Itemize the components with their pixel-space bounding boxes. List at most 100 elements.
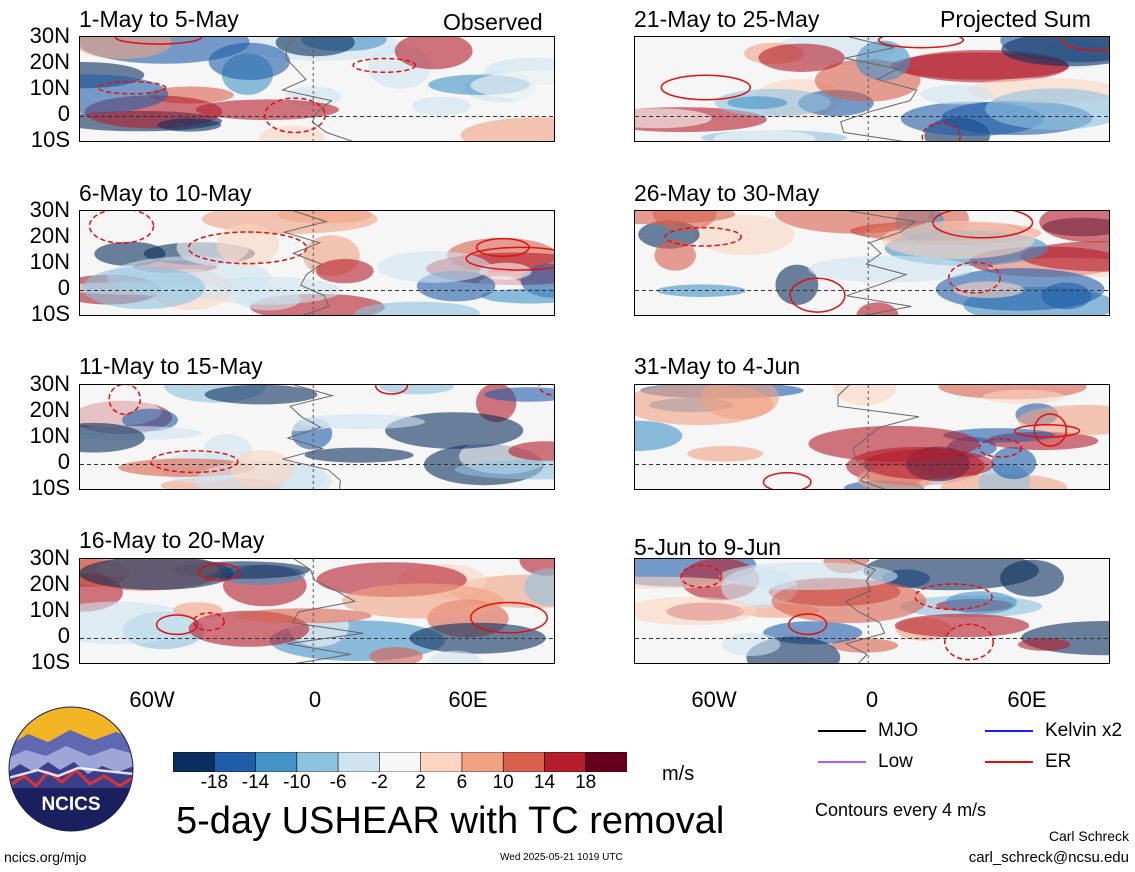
shear-anomaly-blob: [920, 84, 994, 105]
lat-label-row1-0: 30N: [29, 23, 70, 48]
legend-line-er: [985, 761, 1033, 763]
colorbar-swatch: [255, 752, 298, 772]
shear-anomaly-blob: [275, 37, 355, 57]
shear-anomaly-blob: [1041, 282, 1092, 310]
panel-title-projected-2: 26-May to 30-May: [634, 180, 820, 206]
lat-label-row4-3: 0: [57, 623, 70, 648]
map-panel-projected-2: [634, 210, 1110, 316]
colorbar-swatch: [461, 752, 504, 772]
shear-anomaly-blob: [881, 220, 1035, 259]
er-contour: [198, 563, 241, 582]
colorbar-label: 14: [533, 772, 556, 793]
units-label: m/s: [662, 763, 695, 785]
lat-label-row4-1: 20N: [29, 571, 70, 596]
coastline: [837, 385, 920, 489]
shear-anomaly-blob: [775, 211, 935, 234]
er-contour: [921, 122, 962, 141]
colorbar-label: 18: [575, 772, 597, 793]
shear-anomaly-blob: [369, 647, 423, 663]
shear-anomaly-blob: [1017, 638, 1071, 651]
colorbar-swatch: [213, 752, 257, 772]
shear-anomaly-blob: [411, 96, 471, 116]
lat-label-row3-3: 0: [57, 449, 70, 474]
lat-label-row3-1: 20N: [29, 397, 70, 422]
shear-anomaly-blob: [296, 414, 426, 430]
shear-anomaly-blob: [230, 450, 295, 488]
legend-label-mjo: MJO: [878, 720, 919, 741]
colorbar-swatch: [420, 752, 463, 772]
colorbar-swatch: [379, 752, 422, 772]
colorbar-label: -14: [241, 772, 270, 793]
er-contour: [914, 583, 993, 611]
er-contour: [978, 438, 1023, 458]
lon-label-60e-right: 60E: [1007, 687, 1047, 712]
shear-anomaly-blob: [237, 608, 372, 624]
ncics-logo: NCICS: [8, 706, 134, 832]
shear-anomaly-blob: [82, 266, 205, 310]
shear-anomaly-blob: [721, 632, 781, 656]
colorbar-swatch: [337, 752, 381, 772]
shear-anomaly-blob: [80, 37, 172, 59]
colorbar-label: 2: [415, 772, 426, 793]
main-title: 5-day USHEAR with TC removal: [176, 800, 725, 842]
projected-label: Projected Sum: [940, 6, 1091, 32]
shear-anomaly-blob: [426, 650, 483, 663]
coastline: [286, 559, 364, 663]
shear-anomaly-blob: [856, 40, 911, 81]
shear-anomaly-blob: [216, 224, 280, 266]
er-contour: [88, 211, 155, 244]
shear-anomaly-blob: [953, 281, 1024, 298]
shear-anomaly-blob: [195, 99, 339, 120]
panel-title-observed-2: 6-May to 10-May: [79, 180, 252, 206]
shear-anomaly-blob: [713, 130, 816, 141]
shear-field: [635, 559, 1109, 663]
er-contour: [114, 37, 203, 45]
lat-label-row2-4: 10S: [30, 301, 70, 326]
shear-anomaly-blob: [808, 425, 980, 462]
shear-anomaly-blob: [985, 88, 1109, 130]
shear-anomaly-blob: [481, 288, 554, 304]
map-panel-projected-4: [634, 558, 1110, 664]
lon-label-0-left: 0: [308, 687, 322, 712]
er-contour: [877, 37, 965, 49]
lat-label-row2-0: 30N: [29, 197, 70, 222]
shear-anomaly-blob: [1039, 211, 1109, 243]
panel-title-projected-4: 5-Jun to 9-Jun: [634, 534, 782, 560]
shear-field: [80, 385, 554, 489]
shear-anomaly-blob: [635, 420, 683, 451]
lat-label-row3-0: 30N: [29, 371, 70, 396]
colorbar-label: 10: [492, 772, 514, 793]
lat-label-row1-4: 10S: [30, 127, 70, 152]
er-contour: [762, 471, 812, 489]
map-panel-observed-2: [79, 210, 555, 316]
lon-label-60w-left: 60W: [129, 687, 175, 712]
shear-field: [80, 37, 554, 141]
colorbar: [173, 752, 627, 772]
er-contour: [788, 613, 828, 636]
er-contour: [944, 623, 994, 661]
lat-label-row2-1: 20N: [29, 223, 70, 248]
legend-line-mjo: [818, 730, 866, 732]
shear-anomaly-blob: [991, 446, 1037, 480]
panel-title-projected-1: 21-May to 25-May: [634, 6, 820, 32]
shear-anomaly-blob: [719, 562, 898, 590]
colorbar-label: -6: [329, 772, 347, 793]
shear-anomaly-blob: [460, 117, 554, 141]
shear-anomaly-blob: [173, 602, 223, 619]
er-contour: [97, 80, 167, 95]
footer-url[interactable]: ncics.org/mjo: [4, 849, 87, 865]
er-contour: [1013, 424, 1081, 438]
coastline: [282, 211, 330, 315]
shear-anomaly-blob: [484, 387, 554, 402]
colorbar-swatch: [296, 752, 339, 772]
er-contour: [789, 277, 846, 313]
map-panel-observed-4: [79, 558, 555, 664]
shear-anomaly-blob: [316, 258, 374, 284]
shear-anomaly-blob: [856, 302, 899, 315]
panel-title-observed-3: 11-May to 15-May: [79, 353, 263, 379]
shear-anomaly-blob: [304, 447, 414, 463]
shear-anomaly-blob: [122, 408, 178, 432]
legend-label-low: Low: [878, 751, 913, 772]
shear-anomaly-blob: [204, 385, 318, 405]
shear-anomaly-blob: [830, 638, 898, 653]
